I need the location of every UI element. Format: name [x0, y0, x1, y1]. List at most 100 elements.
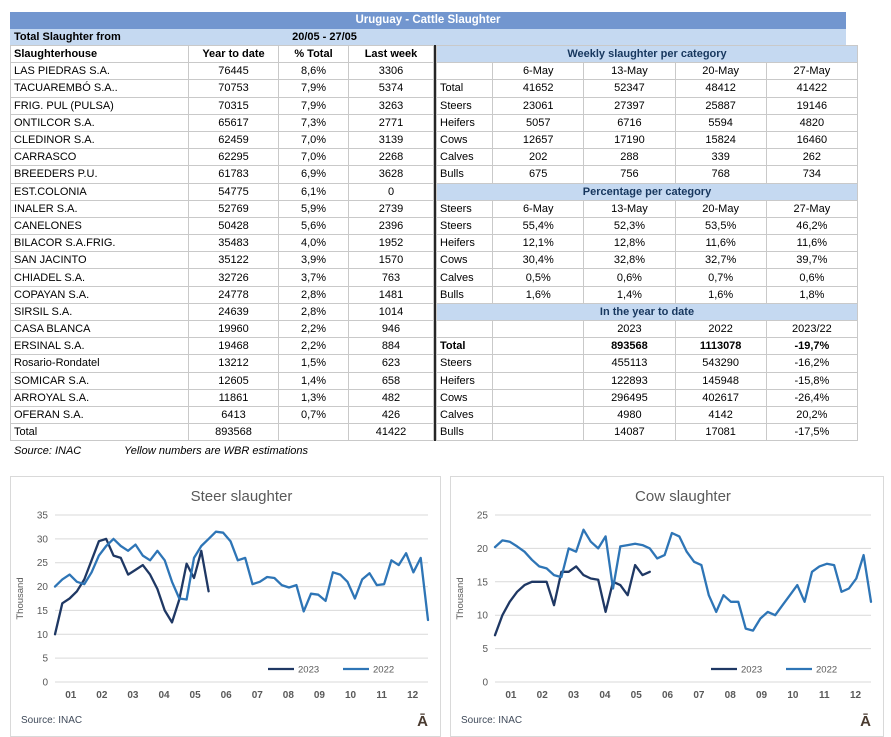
table-row: TACUAREMBÓ S.A.. 70753 7,9% 5374 — [10, 79, 434, 98]
legend-label: 2022 — [816, 665, 837, 676]
value-cell: 3,9% — [278, 251, 349, 270]
value-cell: 4,0% — [278, 234, 349, 253]
value-cell: 0,7% — [278, 405, 349, 425]
period-range: 20/05 - 27/05 — [292, 31, 357, 43]
value-cell: 296495 — [583, 388, 676, 407]
footnote-note: Yellow numbers are WBR estimations — [124, 445, 309, 458]
table-row: BREEDERS P.U. 61783 6,9% 3628 — [10, 165, 434, 184]
table-row: CLEDINOR S.A. 62459 7,0% 3139 — [10, 130, 434, 150]
value-cell: 20,2% — [765, 405, 859, 425]
x-tick-label: 07 — [252, 690, 264, 701]
slaughterhouse-name-cell: ONTILCOR S.A. — [10, 113, 189, 132]
value-cell: 6716 — [583, 113, 676, 132]
value-cell: 1014 — [348, 302, 434, 322]
y-axis-label: Thousand — [455, 578, 466, 620]
watermark-glyph: Ā — [417, 713, 428, 730]
value-cell: 65617 — [188, 113, 279, 132]
column-header: 2023/22 — [765, 319, 859, 339]
column-header — [492, 319, 585, 339]
value-cell: 16460 — [765, 130, 859, 150]
value-cell: 12,8% — [583, 234, 676, 253]
value-cell: 1,6% — [674, 285, 767, 304]
table-row: Bulls 14087 17081 -17,5% — [435, 423, 859, 442]
value-cell: 675 — [492, 165, 585, 184]
value-cell: 893568 — [583, 337, 676, 356]
value-cell: 1,6% — [492, 285, 585, 304]
category-table-body: Weekly slaughter per category 6-May 13-May… — [435, 44, 859, 442]
value-cell: 1,4% — [583, 285, 676, 304]
table-row: Bulls 675 756 768 734 — [435, 165, 859, 184]
value-cell: 35483 — [188, 234, 279, 253]
table-row: Heifers 122893 145948 -15,8% — [435, 371, 859, 390]
slaughterhouse-name-cell: FRIG. PUL (PULSA) — [10, 96, 189, 115]
value-cell: 70753 — [188, 79, 279, 98]
value-cell: 946 — [348, 319, 434, 339]
value-cell: 6,1% — [278, 182, 349, 201]
category-label-cell: Calves — [435, 268, 494, 287]
table-row: Cows 30,4% 32,8% 32,7% 39,7% — [435, 251, 859, 270]
value-cell: 1481 — [348, 285, 434, 304]
value-cell: 12,1% — [492, 234, 585, 253]
value-cell: 41422 — [348, 423, 434, 442]
value-cell: 288 — [583, 148, 676, 167]
column-header: 6-May — [492, 62, 585, 81]
slaughterhouse-name-cell: EST.COLONIA — [10, 182, 189, 201]
table-row: Steers 23061 27397 25887 19146 — [435, 96, 859, 115]
value-cell: 734 — [765, 165, 859, 184]
category-label-cell: Calves — [435, 148, 494, 167]
value-cell: 4142 — [674, 405, 767, 425]
category-label-cell: Bulls — [435, 285, 494, 304]
column-header: Slaughterhouse — [10, 44, 189, 64]
column-header: 13-May — [583, 199, 676, 218]
category-table: Weekly slaughter per category 6-May 13-May… — [435, 44, 859, 442]
y-tick-label: 0 — [482, 678, 488, 689]
value-cell: 3628 — [348, 165, 434, 184]
value-cell: 1,5% — [278, 354, 349, 373]
value-cell: 24778 — [188, 285, 279, 304]
value-cell: 62295 — [188, 148, 279, 167]
slaughterhouse-name-cell: Rosario-Rondatel — [10, 354, 189, 373]
y-tick-label: 5 — [482, 644, 488, 655]
legend-label: 2023 — [298, 665, 319, 676]
category-label-cell: Steers — [435, 354, 494, 373]
value-cell: 55,4% — [492, 216, 585, 236]
value-cell — [492, 423, 585, 442]
report-page: Uruguay - Cattle Slaughter Total Slaught… — [10, 12, 884, 737]
value-cell: 402617 — [674, 388, 767, 407]
value-cell: 30,4% — [492, 251, 585, 270]
value-cell: 46,2% — [765, 216, 859, 236]
value-cell: 1952 — [348, 234, 434, 253]
value-cell: 24639 — [188, 302, 279, 322]
series-line-2022 — [53, 530, 430, 622]
report-title: Uruguay - Cattle Slaughter — [10, 12, 846, 29]
value-cell: 202 — [492, 148, 585, 167]
x-tick-label: 12 — [407, 690, 419, 701]
slaughterhouse-name-cell: CASA BLANCA — [10, 319, 189, 339]
value-cell: 262 — [765, 148, 859, 167]
value-cell: 4820 — [765, 113, 859, 132]
value-cell: 5594 — [674, 113, 767, 132]
tables-region: Slaughterhouse Year to date % Total Last… — [10, 44, 884, 442]
column-header — [435, 62, 494, 81]
value-cell: 768 — [674, 165, 767, 184]
column-header: Year to date — [188, 44, 279, 64]
value-cell: 6413 — [188, 405, 279, 425]
y-tick-label: 10 — [477, 611, 489, 622]
series-line-2022 — [493, 528, 873, 633]
category-label-cell: Total — [435, 79, 494, 98]
value-cell: 11,6% — [765, 234, 859, 253]
category-label-cell: Heifers — [435, 234, 494, 253]
slaughterhouse-name-cell: CHIADEL S.A. — [10, 268, 189, 287]
y-tick-label: 25 — [477, 511, 489, 522]
slaughterhouse-name-cell: BREEDERS P.U. — [10, 165, 189, 184]
x-tick-label: 11 — [819, 690, 830, 701]
value-cell: 19468 — [188, 337, 279, 356]
value-cell: 623 — [348, 354, 434, 373]
y-tick-label: 0 — [42, 678, 48, 689]
value-cell: 5,6% — [278, 216, 349, 236]
value-cell: 756 — [583, 165, 676, 184]
value-cell: 7,3% — [278, 113, 349, 132]
column-header: 27-May — [765, 62, 859, 81]
table-row: Heifers 5057 6716 5594 4820 — [435, 113, 859, 132]
